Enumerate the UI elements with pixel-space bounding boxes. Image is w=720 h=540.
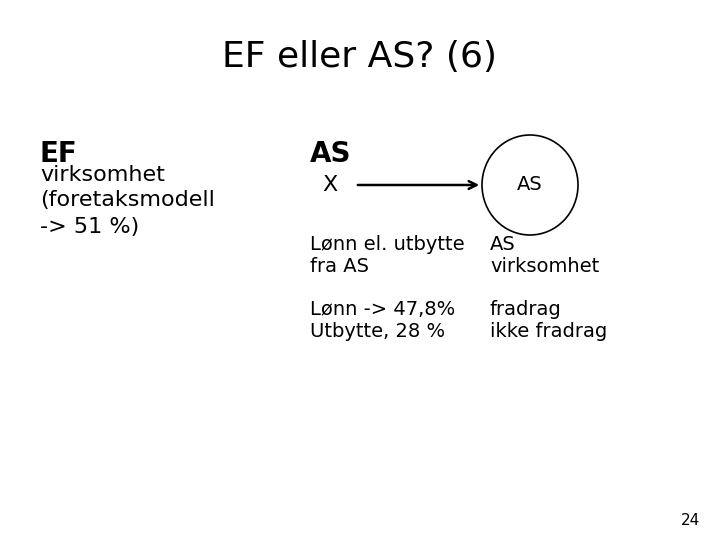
Text: virksomhet: virksomhet [490,257,599,276]
Text: ikke fradrag: ikke fradrag [490,322,607,341]
Text: AS: AS [310,140,351,168]
Text: Lønn -> 47,8%: Lønn -> 47,8% [310,300,455,319]
Text: EF eller AS? (6): EF eller AS? (6) [222,40,498,74]
Text: X: X [323,175,338,195]
Text: Lønn el. utbytte: Lønn el. utbytte [310,235,464,254]
Text: AS: AS [517,176,543,194]
Text: Utbytte, 28 %: Utbytte, 28 % [310,322,445,341]
Text: fra AS: fra AS [310,257,369,276]
Text: -> 51 %): -> 51 %) [40,217,139,237]
Text: AS: AS [490,235,516,254]
Text: virksomhet: virksomhet [40,165,165,185]
Text: 24: 24 [680,513,700,528]
Text: EF: EF [40,140,78,168]
Text: (foretaksmodell: (foretaksmodell [40,190,215,210]
Text: fradrag: fradrag [490,300,562,319]
